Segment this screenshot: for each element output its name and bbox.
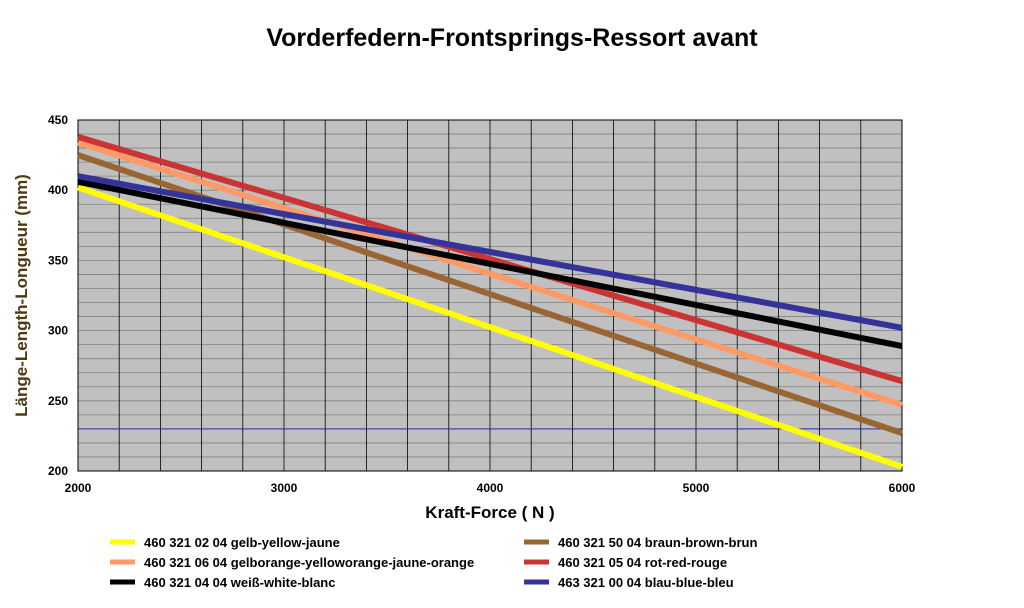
y-tick-label: 250 <box>48 394 68 408</box>
plot-border <box>77 119 903 472</box>
x-tick-label: 3000 <box>271 481 298 495</box>
series-line-2 <box>77 139 903 408</box>
series-line-5 <box>77 133 903 385</box>
y-axis-ticks: 200 250 300 350 400 450 <box>48 113 68 478</box>
y-tick-label: 450 <box>48 113 68 127</box>
series-line-3 <box>77 178 903 349</box>
legend-label-4: 460 321 50 04 braun-brown-brun <box>558 535 757 550</box>
series-line-1 <box>77 184 903 470</box>
series-line-6 <box>77 173 903 331</box>
legend: 460 321 02 04 gelb-yellow-jaune 460 321 5… <box>110 535 757 590</box>
x-axis-title: Kraft-Force ( N ) <box>425 503 554 522</box>
legend-label-2: 460 321 06 04 gelborange-yelloworange-ja… <box>144 555 474 570</box>
x-tick-label: 2000 <box>65 481 92 495</box>
x-tick-label: 6000 <box>889 481 916 495</box>
chart-title: Vorderfedern-Frontsprings-Ressort avant <box>266 24 758 52</box>
legend-label-5: 460 321 05 04 rot-red-rouge <box>558 555 727 570</box>
y-axis-title: Länge-Length-Longueur (mm) <box>12 174 31 417</box>
legend-label-1: 460 321 02 04 gelb-yellow-jaune <box>144 535 340 550</box>
y-tick-label: 300 <box>48 324 68 338</box>
x-tick-label: 5000 <box>683 481 710 495</box>
y-tick-label: 200 <box>48 464 68 478</box>
legend-label-3: 460 321 04 04 weiß-white-blanc <box>144 575 335 590</box>
legend-label-6: 463 321 00 04 blau-blue-bleu <box>558 575 734 590</box>
y-tick-label: 400 <box>48 183 68 197</box>
x-axis-ticks: 2000 3000 4000 5000 6000 <box>65 481 916 495</box>
y-tick-label: 350 <box>48 253 68 267</box>
x-tick-label: 4000 <box>477 481 504 495</box>
series-lines <box>77 133 903 470</box>
